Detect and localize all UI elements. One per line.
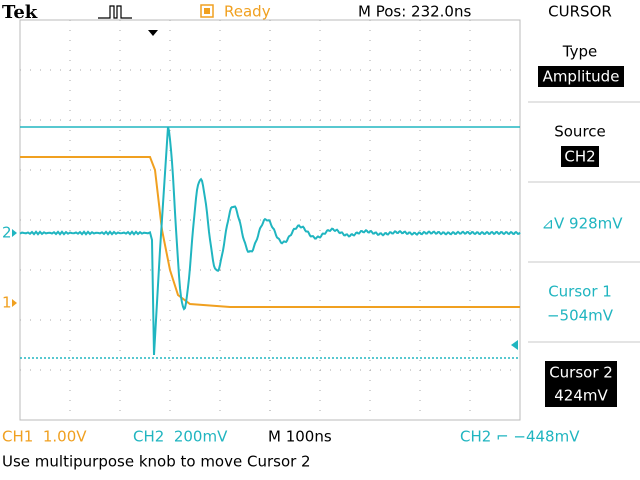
acq-icon — [98, 5, 132, 19]
trigger-level-marker — [511, 340, 518, 350]
cursor2-label[interactable]: Cursor 2 — [549, 364, 613, 382]
ch1-trace — [20, 156, 520, 308]
status-icon-dot — [204, 8, 210, 14]
cursor1-value: −504mV — [547, 307, 614, 325]
delta-readout: ⊿V 928mV — [541, 215, 623, 233]
graticule-frame — [19, 19, 521, 421]
type-value[interactable]: Amplitude — [543, 68, 620, 86]
ch1-marker: 1 — [2, 294, 12, 312]
ch2-trace — [19, 126, 521, 356]
cursor1-label[interactable]: Cursor 1 — [548, 283, 612, 301]
source-value[interactable]: CH2 — [564, 148, 595, 166]
cursor2-value: 424mV — [554, 387, 608, 405]
ch1-scale: CH1 1.00V — [2, 428, 87, 446]
position: M Pos: 232.0ns — [358, 3, 471, 21]
message: Use multipurpose knob to move Cursor 2 — [2, 453, 311, 471]
ch1-marker-arrow — [12, 299, 17, 307]
ch2-marker: 2 — [2, 224, 12, 242]
status: Ready — [224, 3, 271, 21]
brand: Tek — [2, 2, 38, 23]
timebase: M 100ns — [268, 428, 332, 446]
ch2-scale: CH2 200mV — [133, 428, 228, 446]
menu-title: CURSOR — [548, 3, 612, 21]
type-label[interactable]: Type — [562, 43, 597, 61]
trigger-position — [148, 30, 158, 36]
source-label[interactable]: Source — [554, 123, 606, 141]
status-icon — [200, 4, 214, 18]
ch2-marker-arrow — [12, 229, 17, 237]
trigger-readout: CH2 ⌐ −448mV — [460, 428, 580, 446]
source-value-box — [561, 146, 599, 167]
type-value-box — [538, 66, 624, 87]
cursor2-box — [545, 361, 617, 407]
